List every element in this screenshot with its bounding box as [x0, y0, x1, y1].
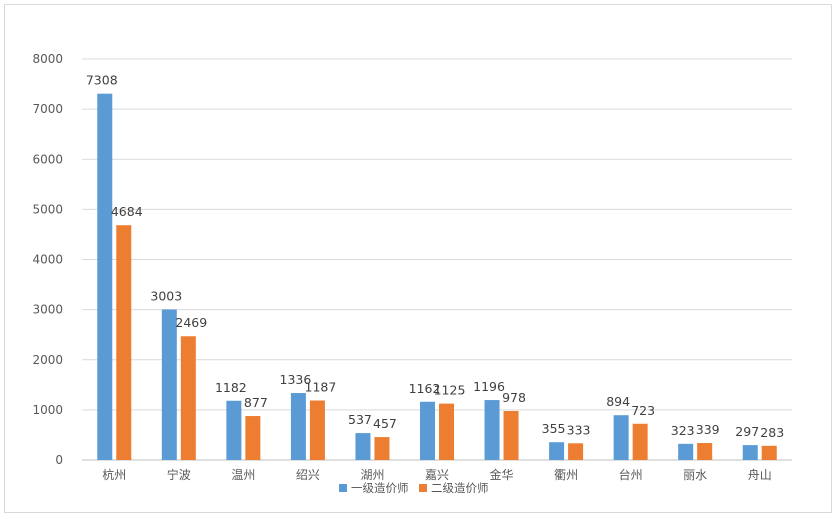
data-label: 2469 — [175, 315, 207, 330]
data-label: 1336 — [280, 372, 312, 387]
y-tick-label: 6000 — [32, 152, 63, 166]
x-tick-label: 台州 — [619, 467, 643, 482]
data-label: 877 — [244, 395, 268, 410]
y-tick-label: 2000 — [32, 353, 63, 367]
legend-swatch — [339, 484, 347, 492]
bar — [613, 415, 629, 460]
x-tick-label: 温州 — [231, 468, 255, 482]
bar — [697, 443, 713, 460]
bar — [245, 416, 261, 460]
legend-label: 二级造价师 — [431, 481, 489, 495]
data-label: 457 — [373, 416, 397, 431]
data-label: 3003 — [150, 288, 182, 303]
x-tick-label: 金华 — [490, 467, 514, 482]
data-label: 339 — [696, 422, 720, 437]
x-tick-label: 湖州 — [360, 467, 384, 482]
data-label: 333 — [567, 422, 591, 437]
bar — [180, 336, 196, 460]
x-tick-label: 绍兴 — [296, 468, 320, 482]
x-tick-label: 丽水 — [683, 468, 707, 482]
x-axis-ticks: 杭州 宁波 温州 绍兴 湖州 嘉兴 金华 衢州 台州 丽水 舟山 — [102, 467, 771, 482]
y-tick-label: 4000 — [32, 253, 63, 267]
data-label: 283 — [760, 425, 784, 440]
y-tick-label: 8000 — [32, 52, 63, 66]
x-tick-label: 舟山 — [748, 468, 772, 482]
data-label: 894 — [606, 394, 630, 409]
x-tick-label: 宁波 — [167, 467, 191, 482]
data-label: 537 — [348, 412, 372, 427]
y-tick-label: 0 — [55, 453, 63, 467]
data-label: 1125 — [434, 383, 466, 398]
data-label: 297 — [735, 424, 759, 439]
data-label: 723 — [631, 403, 655, 418]
bar — [116, 225, 132, 460]
data-label: 1162 — [409, 381, 441, 396]
data-label: 1196 — [473, 379, 505, 394]
bar — [420, 401, 435, 460]
data-label: 978 — [502, 390, 526, 405]
bar — [568, 443, 584, 460]
bar — [309, 400, 325, 460]
bar — [226, 400, 242, 460]
bar — [761, 445, 777, 460]
bar — [97, 93, 113, 461]
legend-swatch — [419, 484, 427, 492]
data-label: 4684 — [111, 204, 143, 219]
gridlines — [82, 58, 792, 461]
legend: 一级造价师 二级造价师 — [339, 481, 489, 495]
data-label: 1187 — [305, 380, 337, 395]
y-axis-ticks: 0 1000 2000 3000 4000 5000 6000 7000 8000 — [32, 52, 63, 467]
data-label: 323 — [671, 423, 695, 438]
bar — [484, 400, 500, 460]
y-tick-label: 3000 — [32, 303, 63, 317]
legend-label: 一级造价师 — [351, 481, 409, 495]
bar — [355, 433, 371, 460]
y-tick-label: 5000 — [32, 202, 63, 216]
x-tick-label: 杭州 — [102, 467, 126, 482]
bars — [97, 93, 777, 461]
bar — [678, 443, 694, 460]
bar — [439, 403, 454, 460]
bar — [161, 309, 177, 460]
y-tick-label: 7000 — [32, 102, 63, 116]
x-tick-label: 嘉兴 — [425, 468, 449, 482]
bar — [374, 437, 390, 460]
data-label: 7308 — [86, 73, 118, 88]
bar — [632, 423, 648, 460]
bar — [290, 393, 306, 460]
data-label: 355 — [542, 421, 566, 436]
chart-frame — [4, 4, 832, 513]
bar — [549, 442, 565, 460]
x-tick-label: 衢州 — [554, 468, 578, 482]
y-tick-label: 1000 — [32, 403, 63, 417]
bar — [742, 445, 758, 460]
bar — [503, 410, 519, 460]
data-label: 1182 — [215, 380, 247, 395]
